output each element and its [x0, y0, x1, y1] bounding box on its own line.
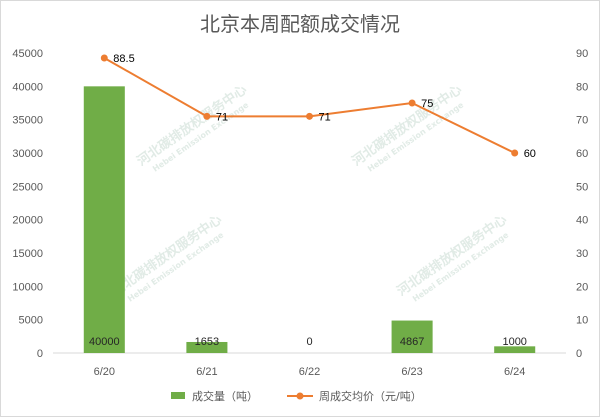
x-axis-tick-label: 6/24 — [504, 366, 525, 378]
left-axis-ticks: 0 5000 10000 15000 20000 25000 30000 35000 40000… — [12, 48, 43, 360]
right-axis-tick-label: 90 — [576, 48, 588, 60]
right-axis-tick-label: 40 — [576, 215, 588, 227]
line-data-label: 75 — [421, 98, 433, 110]
left-axis-tick-label: 40000 — [12, 81, 43, 93]
chart-title: 北京本周配额成交情况 — [200, 12, 400, 36]
line-data-label: 60 — [524, 148, 536, 160]
right-axis-tick-label: 20 — [576, 281, 588, 293]
legend-bar-swatch — [171, 392, 185, 399]
bar — [391, 320, 433, 353]
watermark-text: 河北碳排放权服务中心 — [109, 212, 225, 300]
bar — [83, 86, 125, 353]
x-axis-tick-label: 6/21 — [196, 366, 217, 378]
left-axis-tick-label: 20000 — [12, 215, 43, 227]
right-axis-tick-label: 60 — [576, 148, 588, 160]
bar-data-label: 1653 — [195, 336, 219, 348]
right-axis-tick-label: 50 — [576, 181, 588, 193]
left-axis-tick-label: 0 — [37, 348, 43, 360]
x-axis-ticks: 6/20 6/21 6/22 6/23 6/24 — [94, 366, 526, 378]
line-point — [511, 149, 519, 157]
bar-data-label: 4867 — [400, 336, 424, 348]
right-axis-tick-label: 80 — [576, 81, 588, 93]
x-axis-tick-label: 6/22 — [299, 366, 320, 378]
bar-data-label: 40000 — [89, 336, 120, 348]
left-axis-tick-label: 15000 — [12, 248, 43, 260]
watermark-text: 河北碳排放权服务中心 — [394, 212, 510, 300]
right-axis-ticks: 0 10 20 30 40 50 60 70 80 90 — [576, 48, 588, 360]
watermark-text: 河北碳排放权服务中心 — [349, 82, 465, 170]
left-axis-tick-label: 35000 — [12, 115, 43, 127]
line-series — [100, 54, 519, 157]
line-point — [100, 54, 108, 62]
line-point — [306, 112, 313, 120]
legend: 成交量（吨） 周成交均价（元/吨） — [171, 389, 422, 403]
line-data-label: 71 — [319, 111, 331, 123]
bar-data-label: 0 — [306, 336, 312, 348]
left-axis-tick-label: 5000 — [19, 315, 43, 327]
legend-line-marker — [296, 392, 304, 400]
line-data-label: 88.5 — [113, 53, 134, 65]
legend-bar-label: 成交量（吨） — [192, 389, 258, 403]
bar-data-labels: 40000 1653 0 4867 1000 — [89, 336, 527, 348]
bar-series — [83, 86, 536, 353]
right-axis-tick-label: 30 — [576, 248, 588, 260]
bar-data-label: 1000 — [502, 336, 526, 348]
line-point — [408, 99, 416, 107]
right-axis-tick-label: 0 — [576, 348, 582, 360]
left-axis-tick-label: 30000 — [12, 148, 43, 160]
left-axis-tick-label: 10000 — [12, 281, 43, 293]
line-point — [203, 112, 211, 120]
line-data-label: 71 — [216, 111, 228, 123]
bar — [494, 346, 536, 353]
bar — [186, 341, 228, 353]
x-axis-tick-label: 6/23 — [401, 366, 422, 378]
watermark-text: 河北碳排放权服务中心 — [134, 82, 250, 170]
x-axis-tick-label: 6/20 — [94, 366, 115, 378]
line-data-labels: 88.5 71 71 75 60 — [113, 53, 536, 160]
left-axis-tick-label: 25000 — [12, 181, 43, 193]
right-axis-tick-label: 10 — [576, 315, 588, 327]
legend-line-label: 周成交均价（元/吨） — [319, 389, 422, 403]
right-axis-tick-label: 70 — [576, 115, 588, 127]
left-axis-tick-label: 45000 — [12, 48, 43, 60]
